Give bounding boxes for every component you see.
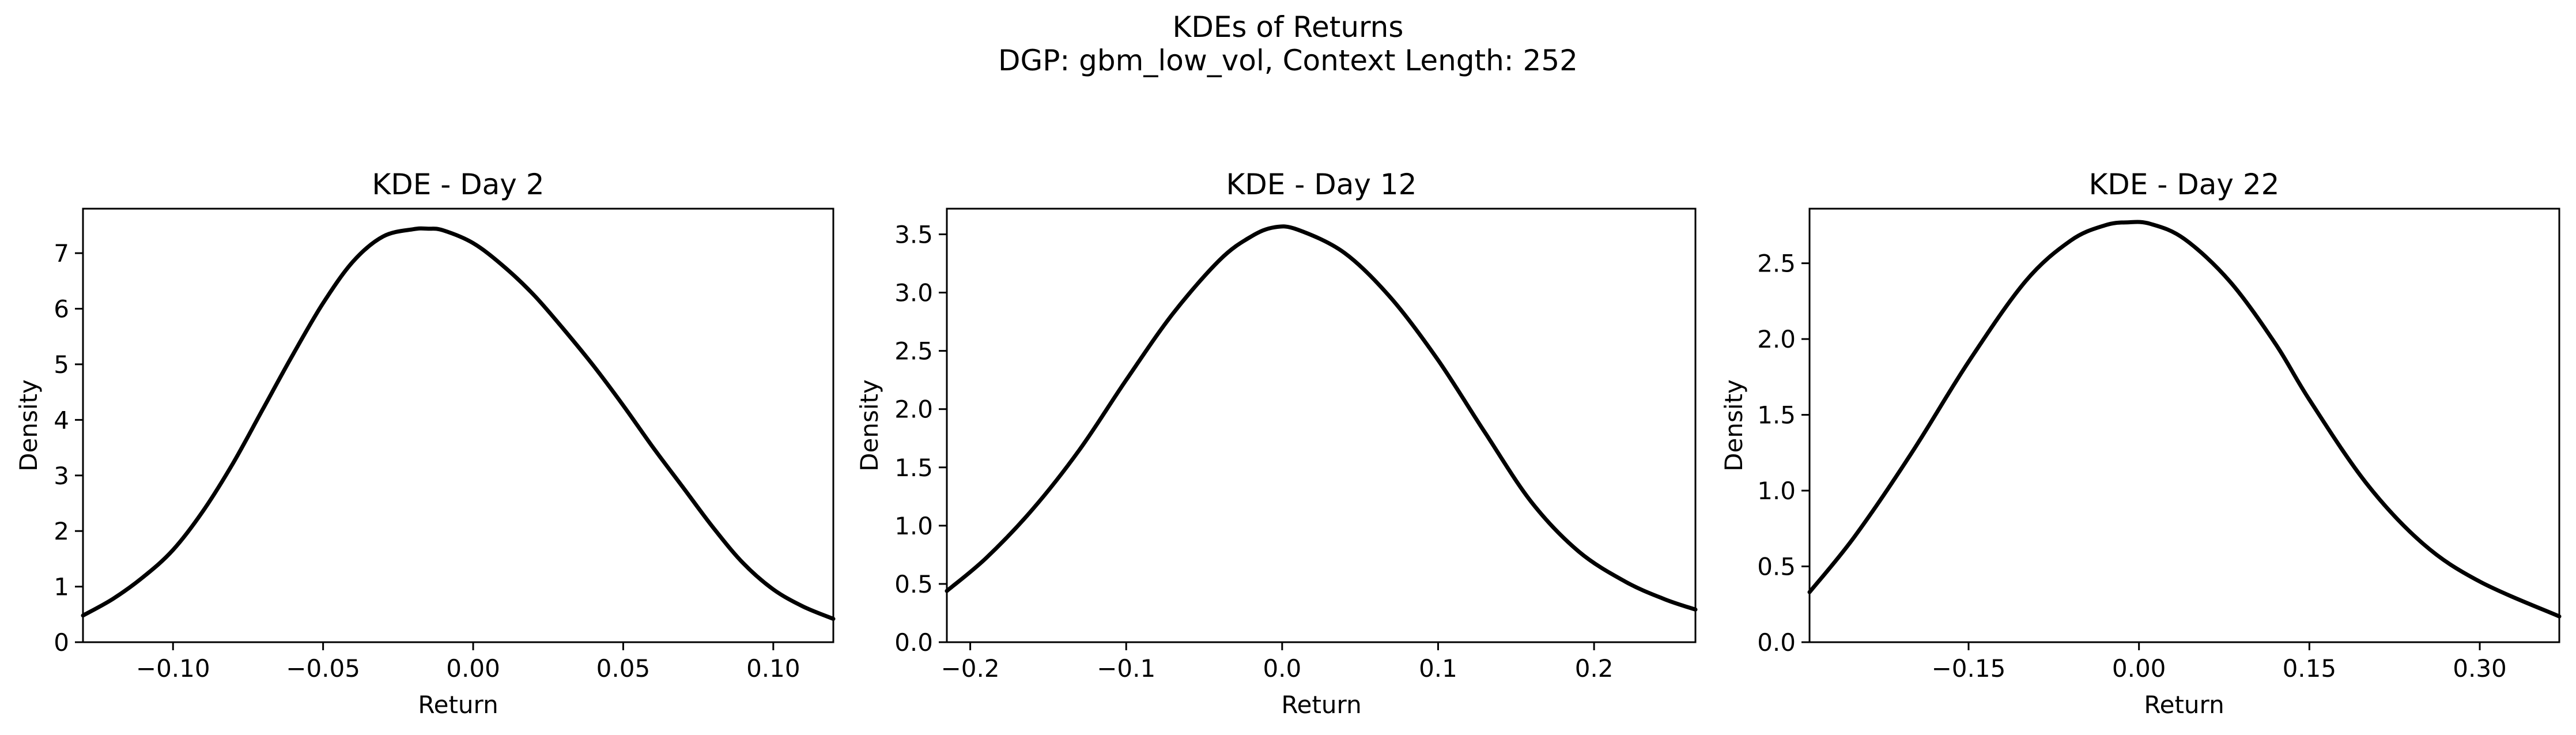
figure-title-line1: KDEs of Returns: [1173, 10, 1404, 44]
subplot-title: KDE - Day 22: [2089, 168, 2280, 201]
y-tick-label: 1.5: [1757, 401, 1796, 429]
kde-curve: [945, 224, 1698, 612]
x-axis-label: Return: [418, 691, 498, 719]
y-tick-label: 5: [54, 350, 69, 379]
y-tick-label: 2.5: [1757, 250, 1796, 278]
y-tick-label: 1.0: [894, 512, 933, 540]
y-tick-label: 1.0: [1757, 477, 1796, 505]
x-tick-label: 0.1: [1419, 654, 1457, 683]
y-axis-label: Density: [855, 379, 883, 472]
x-tick-label: 0.15: [2283, 654, 2337, 683]
figure-title-line2: DGP: gbm_low_vol, Context Length: 252: [998, 44, 1578, 77]
y-tick-label: 1: [54, 573, 69, 601]
y-tick-label: 2: [54, 517, 69, 545]
y-tick-label: 4: [54, 406, 69, 434]
subplot-day-22: KDE - Day 22 Return Density −0.15 0.00 0.1…: [1720, 168, 2562, 719]
y-axis-label: Density: [1720, 379, 1748, 472]
x-tick-label: 0.00: [2112, 654, 2166, 683]
y-tick-label: 3.5: [894, 220, 933, 248]
x-tick-label: −0.15: [1932, 654, 2006, 683]
y-tick-label: 2.0: [894, 395, 933, 424]
x-tick-label: 0.05: [596, 654, 651, 683]
y-tick-label: 2.0: [1757, 325, 1796, 353]
subplot-title: KDE - Day 2: [372, 168, 544, 201]
x-tick-label: −0.10: [136, 654, 210, 683]
x-tick-label: 0.30: [2453, 654, 2507, 683]
y-tick-label: 7: [54, 239, 69, 267]
x-axis-label: Return: [1281, 691, 1361, 719]
axes-frame: [82, 208, 834, 643]
x-axis-label: Return: [2144, 691, 2224, 719]
y-tick-label: 0: [54, 628, 69, 657]
y-tick-label: 2.5: [894, 337, 933, 365]
y-tick-label: 3: [54, 462, 69, 490]
y-axis-label: Density: [14, 379, 43, 472]
x-tick-label: 0.0: [1263, 654, 1301, 683]
axes-frame: [1808, 208, 2560, 643]
axes-frame: [946, 208, 1697, 643]
x-tick-label: −0.2: [941, 654, 1000, 683]
subplot-day-2: KDE - Day 2 Return Density −0.10 −0.05 0.0…: [14, 168, 836, 719]
y-tick-label: 0.5: [1757, 553, 1796, 581]
y-tick-label: 3.0: [894, 279, 933, 307]
kde-curve: [81, 226, 836, 621]
x-tick-label: 0.2: [1575, 654, 1614, 683]
y-tick-label: 0.0: [1757, 628, 1796, 657]
y-tick-label: 0.0: [894, 628, 933, 657]
x-tick-label: 0.00: [446, 654, 500, 683]
y-tick-label: 6: [54, 295, 69, 323]
x-tick-label: −0.1: [1097, 654, 1155, 683]
x-tick-label: −0.05: [286, 654, 360, 683]
y-tick-label: 0.5: [894, 570, 933, 598]
y-tick-label: 1.5: [894, 454, 933, 482]
subplot-title: KDE - Day 12: [1226, 168, 1417, 201]
kde-curve: [1807, 220, 2562, 619]
subplot-day-12: KDE - Day 12 Return Density −0.2 −0.1 0.0 0…: [855, 168, 1698, 719]
x-tick-label: 0.10: [746, 654, 800, 683]
